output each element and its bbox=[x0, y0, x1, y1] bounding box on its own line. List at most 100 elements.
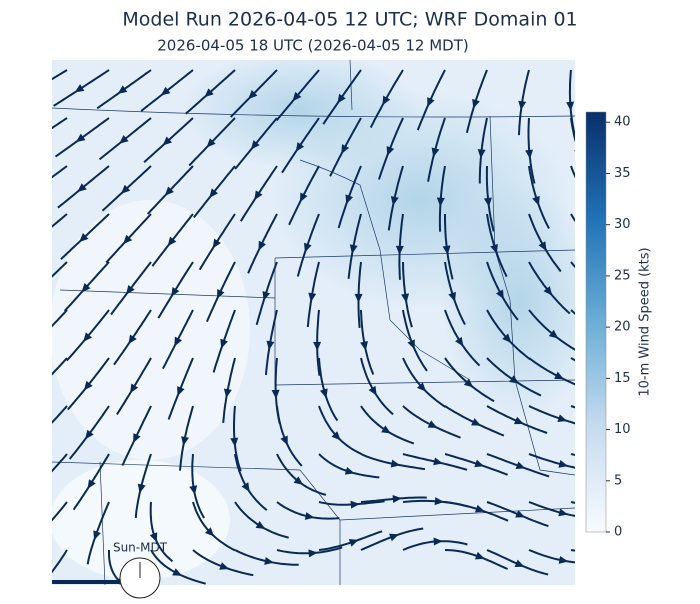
streamline bbox=[52, 165, 68, 179]
arrowhead bbox=[172, 568, 183, 576]
arrowhead bbox=[79, 233, 89, 243]
arrowhead bbox=[368, 385, 377, 396]
streamline bbox=[52, 453, 68, 473]
arrowhead bbox=[299, 192, 308, 203]
arrowhead bbox=[490, 243, 498, 254]
arrowhead bbox=[331, 431, 341, 441]
wind-shade bbox=[52, 200, 250, 460]
arrowhead bbox=[554, 371, 564, 380]
arrowhead bbox=[162, 136, 172, 146]
arrowhead bbox=[217, 289, 225, 299]
arrowhead bbox=[509, 375, 519, 384]
subtitle: 2026-04-05 18 UTC (2026-04-05 12 MDT) bbox=[157, 37, 468, 55]
colorbar-tick-label: 20 bbox=[614, 320, 631, 335]
arrowhead bbox=[81, 283, 91, 293]
arrowhead bbox=[395, 245, 404, 255]
arrowhead bbox=[515, 461, 526, 469]
arrowhead bbox=[313, 341, 322, 351]
arrowhead bbox=[427, 420, 438, 428]
arrowhead bbox=[264, 557, 274, 565]
arrowhead bbox=[448, 291, 456, 302]
streamline bbox=[52, 117, 68, 130]
arrowhead bbox=[474, 551, 485, 560]
arrowhead bbox=[36, 427, 48, 439]
arrowhead bbox=[525, 149, 534, 159]
arrowhead bbox=[74, 84, 85, 93]
arrowhead bbox=[304, 512, 315, 520]
streamline bbox=[52, 405, 68, 424]
arrowhead bbox=[35, 281, 47, 293]
arrowhead bbox=[164, 186, 174, 196]
colorbar-tick-label: 10 bbox=[614, 422, 631, 437]
colorbar-tick-label: 5 bbox=[614, 473, 622, 488]
river bbox=[299, 159, 471, 381]
arrowhead bbox=[189, 485, 198, 495]
colorbar-tick-label: 35 bbox=[614, 166, 631, 181]
wind-shade bbox=[52, 460, 230, 580]
arrowhead bbox=[230, 437, 239, 447]
border bbox=[52, 461, 575, 521]
arrowhead bbox=[33, 231, 45, 243]
title: Model Run 2026-04-05 12 UTC; WRF Domain … bbox=[122, 9, 577, 31]
arrowhead bbox=[308, 292, 317, 303]
arrowhead bbox=[120, 184, 131, 194]
arrowhead bbox=[471, 418, 481, 426]
arrowhead bbox=[181, 436, 189, 446]
arrowhead bbox=[427, 97, 435, 107]
arrowhead bbox=[303, 242, 312, 253]
arrowhead bbox=[126, 284, 135, 295]
arrowhead bbox=[209, 188, 219, 198]
arrowhead bbox=[87, 479, 96, 489]
arrowhead bbox=[513, 416, 524, 425]
arrowhead bbox=[390, 196, 399, 206]
arrowhead bbox=[280, 435, 288, 446]
arrowhead bbox=[401, 293, 410, 303]
arrowhead bbox=[434, 497, 444, 506]
arrowhead bbox=[558, 508, 569, 517]
arrowhead bbox=[204, 88, 214, 98]
colorbar-label: 10-m Wind Speed (kts) bbox=[638, 247, 653, 396]
arrowhead bbox=[514, 559, 525, 567]
arrowhead bbox=[558, 555, 569, 564]
arrowhead bbox=[472, 98, 480, 109]
border bbox=[59, 289, 276, 299]
arrowhead bbox=[354, 293, 363, 303]
arrowhead bbox=[433, 537, 443, 546]
arrowhead bbox=[223, 388, 232, 399]
streamline bbox=[52, 357, 68, 376]
arrowhead bbox=[392, 495, 402, 503]
arrowhead bbox=[344, 466, 355, 475]
arrowhead bbox=[436, 197, 445, 207]
streamline bbox=[52, 69, 68, 81]
arrowhead bbox=[477, 149, 486, 159]
arrowhead bbox=[160, 86, 171, 96]
arrowhead bbox=[416, 382, 427, 392]
arrowhead bbox=[117, 85, 128, 94]
arrowhead bbox=[271, 389, 280, 399]
arrowhead bbox=[433, 457, 443, 466]
arrowhead bbox=[123, 234, 133, 245]
arrowhead bbox=[241, 482, 250, 492]
border bbox=[99, 461, 341, 585]
arrowhead bbox=[83, 332, 92, 342]
arrowhead bbox=[538, 241, 547, 252]
colorbar-tick-label: 0 bbox=[614, 525, 622, 540]
arrowhead bbox=[93, 530, 101, 541]
colorbar-tick-label: 40 bbox=[614, 115, 631, 130]
arrowhead bbox=[407, 339, 415, 350]
arrowhead bbox=[167, 236, 177, 247]
arrowhead bbox=[502, 333, 512, 343]
colorbar-tick-label: 30 bbox=[614, 217, 631, 232]
arrowhead bbox=[220, 338, 228, 349]
arrowhead bbox=[495, 289, 504, 300]
arrowhead bbox=[295, 142, 305, 152]
arrowhead bbox=[177, 386, 185, 396]
arrowhead bbox=[341, 144, 350, 154]
arrowhead bbox=[350, 500, 360, 509]
streamline bbox=[52, 501, 68, 522]
arrowhead bbox=[293, 476, 304, 485]
streamline bbox=[52, 549, 68, 574]
arrowhead bbox=[206, 138, 216, 148]
arrowhead bbox=[566, 101, 575, 111]
colorbar bbox=[585, 111, 607, 533]
